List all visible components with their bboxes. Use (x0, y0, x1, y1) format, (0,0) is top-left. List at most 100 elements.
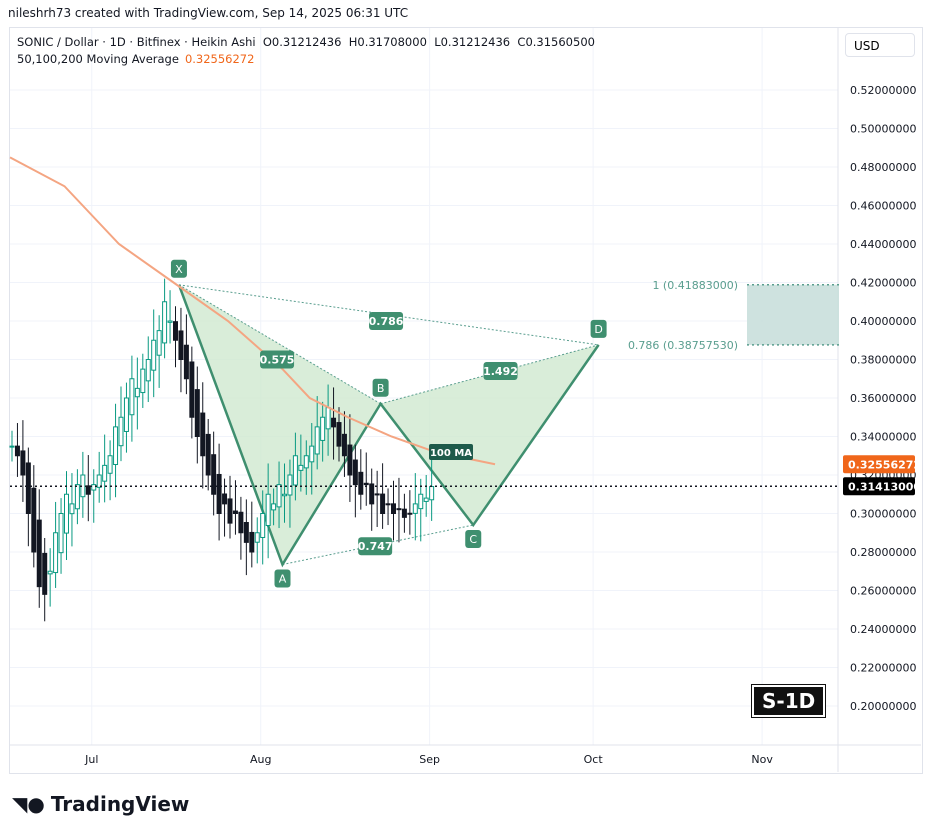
candle-body (341, 433, 347, 457)
timeframe-badge: S-1D (750, 684, 827, 718)
candle-body (336, 422, 342, 447)
candle-body (14, 445, 20, 457)
candle-body (369, 483, 375, 505)
candle-body (249, 531, 255, 553)
candle-body (85, 485, 91, 495)
y-tick-label: 0.26000000 (850, 585, 916, 598)
candle-body (113, 426, 119, 466)
candle-body (238, 511, 244, 534)
y-tick-label: 0.44000000 (850, 238, 916, 251)
price-tag (843, 477, 915, 496)
ratio-badge (369, 312, 404, 330)
candle-body (173, 321, 178, 341)
y-tick-label: 0.38000000 (850, 354, 916, 367)
candle-body (292, 455, 298, 486)
ratio-label: 1.492 (483, 365, 518, 378)
candle-body (429, 486, 435, 501)
candle-body (189, 361, 195, 418)
candle-body (123, 397, 129, 432)
candle-body (391, 503, 396, 515)
candle-body (36, 519, 42, 588)
candle-body (287, 474, 293, 496)
tradingview-logo[interactable]: ◥● TradingView (12, 792, 189, 816)
candle-body (423, 497, 429, 502)
prz-label: 0.786 (0.38757530) (628, 339, 738, 352)
candle-body (347, 444, 353, 476)
candle-body (276, 484, 282, 508)
candle-body (102, 464, 108, 482)
candle-body (178, 330, 184, 360)
candle-body (211, 454, 217, 495)
y-tick-label: 0.48000000 (850, 161, 916, 174)
candle-body (91, 484, 97, 491)
candle-body (358, 471, 364, 495)
pattern-point-label: D (594, 323, 602, 336)
ratio-line (178, 284, 381, 405)
candle-body (271, 503, 277, 511)
x-tick-label: Sep (419, 753, 440, 766)
candle-body (64, 493, 69, 534)
candle-body (194, 389, 200, 438)
candle-body (298, 464, 304, 471)
y-tick-label: 0.52000000 (850, 84, 916, 97)
x-tick-label: Jul (84, 753, 98, 766)
candle-body (167, 320, 173, 323)
candle-body (401, 508, 407, 518)
y-tick-label: 0.28000000 (850, 546, 916, 559)
brand-name: TradingView (50, 792, 190, 816)
candle-body (42, 552, 48, 595)
candle-body (25, 462, 31, 514)
pattern-point-marker (372, 378, 389, 397)
candle-body (412, 503, 418, 514)
chart-frame[interactable] (9, 27, 923, 774)
pattern-point-marker (274, 569, 291, 588)
candle-body (232, 510, 238, 515)
candle-body (58, 513, 64, 554)
candle-body (363, 482, 369, 486)
ratio-label: 0.786 (369, 315, 404, 328)
ratio-badge (358, 537, 393, 556)
ma-100-line (9, 156, 496, 466)
candle-body (107, 455, 113, 474)
candle-body (156, 330, 162, 356)
candle-body (260, 513, 266, 538)
candle-body (227, 498, 233, 524)
candle-body (205, 433, 211, 476)
credit-text: nileshrh73 created with TradingView.com,… (8, 6, 409, 20)
candle-body (74, 484, 80, 510)
candle-body (9, 445, 15, 448)
candle-body (20, 450, 26, 476)
candle-body (380, 493, 386, 515)
ma-value: 0.32556272 (184, 52, 255, 66)
candle-body (134, 387, 140, 398)
candle-body (140, 368, 146, 394)
candle-body (282, 493, 287, 497)
y-tick-label: 0.42000000 (850, 277, 916, 290)
candle-body (69, 503, 75, 515)
candle-body (418, 493, 424, 510)
price-tag-label: 0.31413000 (848, 480, 921, 493)
candle-body (47, 570, 53, 575)
tv-logo-icon: ◥● (12, 792, 45, 816)
x-tick-label: Aug (250, 753, 271, 766)
prz-zone (747, 284, 839, 345)
y-tick-label: 0.24000000 (850, 623, 916, 636)
pattern-point-label: A (279, 573, 287, 586)
symbol-legend: SONIC / Dollar · 1D · Bitfinex · Heikin … (17, 35, 595, 49)
y-tick-label: 0.50000000 (850, 123, 916, 136)
candle-body (254, 532, 260, 543)
candle-body (151, 339, 157, 371)
prz-label: 1 (0.41883000) (652, 279, 738, 292)
candle-body (265, 493, 271, 526)
xab-triangle (178, 284, 381, 565)
candle-body (118, 416, 124, 447)
y-tick-label: 0.36000000 (850, 392, 916, 405)
y-tick-label: 0.46000000 (850, 200, 916, 213)
currency-button[interactable]: USD (845, 33, 915, 57)
candle-body (222, 493, 228, 505)
y-tick-label: 0.20000000 (850, 700, 916, 713)
ratio-badge (260, 350, 295, 369)
x-tick-label: Nov (751, 753, 773, 766)
candle-body (53, 532, 59, 574)
